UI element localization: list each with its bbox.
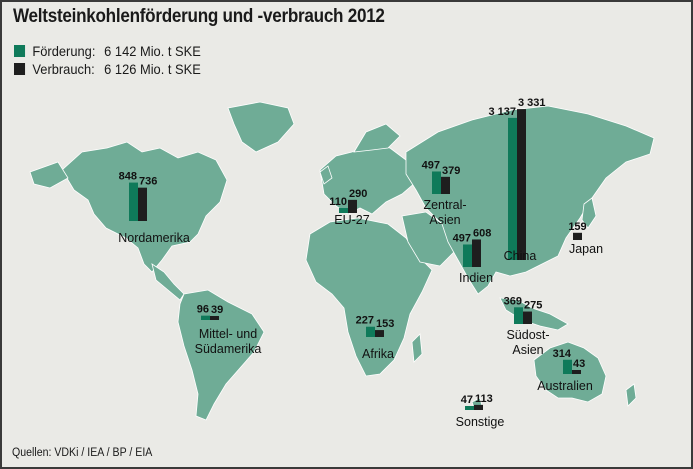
- landmass-greenland: [227, 101, 295, 153]
- region-afrika: 227 153 Afrika: [356, 315, 395, 361]
- legend-value-verbrauch: 6 126 Mio. t SKE: [104, 61, 201, 77]
- landmass-alaska: [29, 161, 69, 189]
- region-label-mittel-und-südamerika-1: Mittel- und: [199, 327, 257, 341]
- value-label-foerderung-nordamerika: 848: [119, 171, 137, 183]
- bar-layer: 848 736 Nordamerika 96 39 Mittel- undSüdameri…: [118, 97, 603, 429]
- bar-verbrauch-afrika: [375, 330, 384, 337]
- region-label-china: China: [504, 249, 537, 263]
- bar-foerderung-australien: [563, 359, 572, 374]
- landmass-africa: [305, 217, 433, 377]
- value-label-verbrauch-japan: 159: [568, 221, 586, 233]
- region-zentral-asien: 497 379 Zentral-Asien: [422, 159, 467, 227]
- value-label-verbrauch-eu-27: 290: [349, 188, 367, 200]
- bar-foerderung-sonstige: [465, 406, 474, 410]
- value-label-verbrauch-afrika: 153: [376, 318, 394, 330]
- region-sonstige: 47 113 Sonstige: [456, 393, 505, 429]
- source-note: Quellen: VDKi / IEA / BP / EIA: [12, 447, 153, 459]
- legend-swatch-verbrauch: [14, 63, 26, 75]
- region-label-nordamerika: Nordamerika: [118, 231, 190, 245]
- value-label-foerderung-china: 3 137: [488, 106, 516, 118]
- landmass-scandinavia: [353, 123, 401, 153]
- legend-item-verbrauch: Verbrauch: 6 126 Mio. t SKE: [14, 61, 201, 77]
- value-label-foerderung-australien: 314: [553, 348, 572, 360]
- bar-foerderung-zentral-asien: [432, 171, 441, 194]
- bar-foerderung-südost-asien: [514, 307, 523, 324]
- landmass-central-america: [151, 263, 185, 301]
- bar-foerderung-mittel-und-südamerika: [201, 315, 210, 320]
- bar-verbrauch-zentral-asien: [441, 176, 450, 194]
- world-map: [29, 101, 655, 421]
- value-label-verbrauch-china: 3 331: [518, 97, 546, 109]
- region-label-zentral-asien-2: Asien: [429, 213, 460, 227]
- bar-verbrauch-südost-asien: [523, 311, 532, 324]
- region-label-indien: Indien: [459, 271, 493, 285]
- value-label-verbrauch-australien: 43: [573, 358, 585, 370]
- region-label-australien: Australien: [537, 379, 593, 393]
- region-label-südost-asien-2: Asien: [512, 343, 543, 357]
- legend-label-verbrauch: Verbrauch:: [32, 61, 95, 77]
- value-label-foerderung-indien: 497: [453, 232, 471, 244]
- bar-foerderung-china: [508, 117, 517, 261]
- region-label-südost-asien-1: Südost-: [506, 328, 549, 342]
- bar-verbrauch-indien: [472, 239, 481, 267]
- landmass-new-zealand: [625, 383, 637, 407]
- legend-item-foerderung: Förderung: 6 142 Mio. t SKE: [14, 43, 201, 59]
- value-label-foerderung-eu-27: 110: [329, 196, 347, 208]
- landmass-madagascar: [411, 333, 423, 363]
- value-label-verbrauch-südost-asien: 275: [524, 300, 542, 312]
- bar-foerderung-eu-27: [339, 208, 348, 213]
- region-indien: 497 608 Indien: [453, 227, 493, 285]
- landmass-japan: [581, 197, 597, 229]
- region-label-sonstige: Sonstige: [456, 415, 505, 429]
- value-label-verbrauch-nordamerika: 736: [139, 176, 157, 188]
- value-label-verbrauch-mittel-und-südamerika: 39: [211, 304, 223, 316]
- value-label-foerderung-mittel-und-südamerika: 96: [197, 304, 209, 316]
- bar-verbrauch-mittel-und-südamerika: [210, 316, 219, 320]
- region-label-japan: Japan: [569, 242, 603, 256]
- value-label-verbrauch-indien: 608: [473, 227, 491, 239]
- bar-verbrauch-sonstige: [474, 404, 483, 410]
- bar-foerderung-nordamerika: [129, 182, 138, 221]
- value-label-verbrauch-sonstige: 113: [475, 393, 493, 405]
- bar-foerderung-indien: [463, 244, 472, 267]
- region-label-afrika: Afrika: [362, 347, 394, 361]
- bar-verbrauch-australien: [572, 370, 581, 374]
- value-label-foerderung-südost-asien: 369: [504, 295, 522, 307]
- bar-verbrauch-nordamerika: [138, 187, 147, 221]
- region-südost-asien: 369 275 Südost-Asien: [504, 295, 550, 357]
- legend-swatch-foerderung: [14, 45, 26, 57]
- region-label-eu-27: EU-27: [334, 213, 369, 227]
- legend-value-foerderung: 6 142 Mio. t SKE: [104, 43, 201, 59]
- legend-label-foerderung: Förderung:: [32, 43, 96, 59]
- value-label-foerderung-afrika: 227: [356, 315, 374, 327]
- value-label-foerderung-sonstige: 47: [461, 394, 473, 406]
- landmass-south-america: [177, 289, 265, 421]
- bar-verbrauch-eu-27: [348, 199, 357, 213]
- region-nordamerika: 848 736 Nordamerika: [118, 171, 190, 245]
- value-label-verbrauch-zentral-asien: 379: [442, 165, 460, 177]
- landmass-uk: [319, 165, 333, 185]
- bar-verbrauch-japan: [573, 232, 582, 240]
- chart-title: Weltsteinkohlenförderung und -verbrauch …: [13, 6, 385, 27]
- region-japan: 159 Japan: [568, 221, 603, 256]
- bar-verbrauch-china: [517, 109, 526, 260]
- region-label-zentral-asien-1: Zentral-: [423, 198, 466, 212]
- value-label-foerderung-zentral-asien: 497: [422, 159, 440, 171]
- bar-foerderung-afrika: [366, 326, 375, 337]
- region-label-mittel-und-südamerika-2: Südamerika: [195, 342, 262, 356]
